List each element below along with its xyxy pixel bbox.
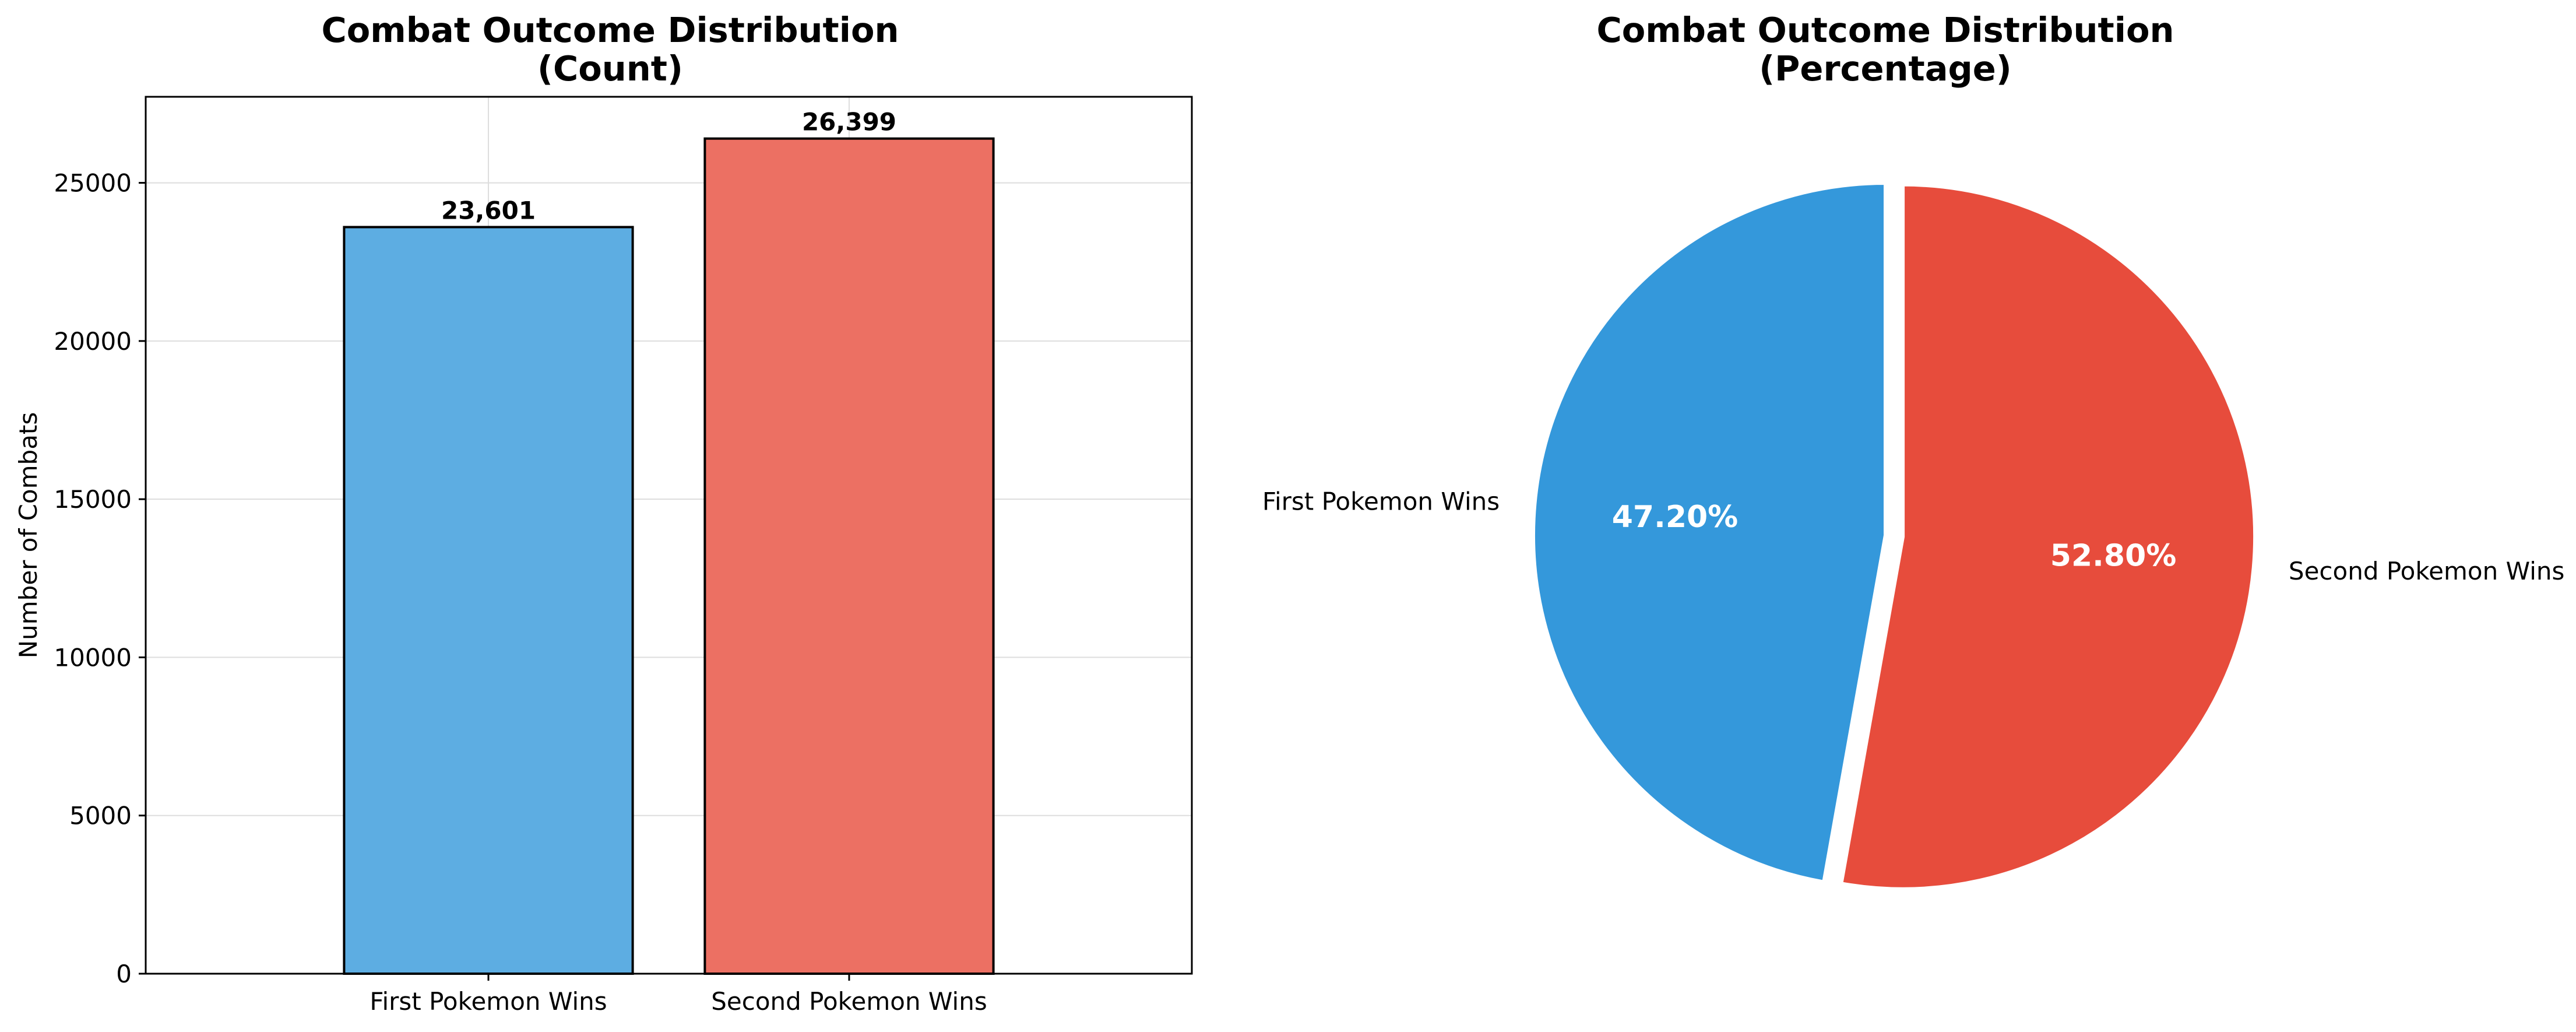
bar-data-label: 26,399 bbox=[802, 108, 896, 136]
bar-bars bbox=[343, 137, 995, 975]
bar-y-tick-label: 0 bbox=[116, 960, 132, 988]
pie-pct-label: 52.80% bbox=[2050, 538, 2177, 573]
pie-pct-label: 47.20% bbox=[1612, 500, 1739, 535]
pie-chart-title-line-2: (Percentage) bbox=[1759, 48, 2012, 89]
bar-y-tick-label: 10000 bbox=[54, 643, 132, 672]
pie-slices bbox=[1532, 181, 2257, 891]
bar-y-tick-label: 15000 bbox=[54, 485, 132, 514]
pie-slice-first-pokemon-wins bbox=[1532, 181, 1887, 884]
bar-plot-frame bbox=[145, 96, 1193, 975]
bar-y-axis-label: Number of Combats bbox=[14, 412, 43, 659]
pie-category-label: First Pokemon Wins bbox=[1262, 487, 1500, 516]
pie-category-label: Second Pokemon Wins bbox=[2289, 557, 2564, 585]
bar-chart-title-line-2: (Count) bbox=[537, 48, 683, 89]
bar-second-pokemon-wins bbox=[703, 137, 995, 975]
bar-y-tick-label: 20000 bbox=[54, 327, 132, 356]
bar-y-ticks: 0 5000 10000 15000 20000 25000 bbox=[54, 169, 146, 988]
bar-chart-title-line-1: Combat Outcome Distribution bbox=[321, 10, 899, 50]
bar-x-tick-label: Second Pokemon Wins bbox=[711, 987, 987, 1016]
bar-data-labels: 23,601 26,399 bbox=[441, 108, 896, 225]
bar-data-label: 23,601 bbox=[441, 196, 536, 224]
pie-chart-title-line-1: Combat Outcome Distribution bbox=[1596, 10, 2174, 50]
bar-chart: Combat Outcome Distribution (Count) 0 500… bbox=[14, 10, 1193, 1016]
pie-chart: Combat Outcome Distribution (Percentage)… bbox=[1262, 10, 2565, 891]
bar-y-tick-label: 5000 bbox=[69, 802, 132, 830]
pie-labels: 47.20% First Pokemon Wins 52.80% Second Pok… bbox=[1262, 487, 2565, 585]
bar-x-tick-label: First Pokemon Wins bbox=[369, 987, 607, 1016]
bar-first-pokemon-wins bbox=[343, 226, 634, 975]
pie-slice-second-pokemon-wins bbox=[1839, 182, 2257, 891]
bar-y-tick-label: 25000 bbox=[54, 169, 132, 198]
bar-x-ticks: First Pokemon Wins Second Pokemon Wins bbox=[369, 974, 987, 1016]
